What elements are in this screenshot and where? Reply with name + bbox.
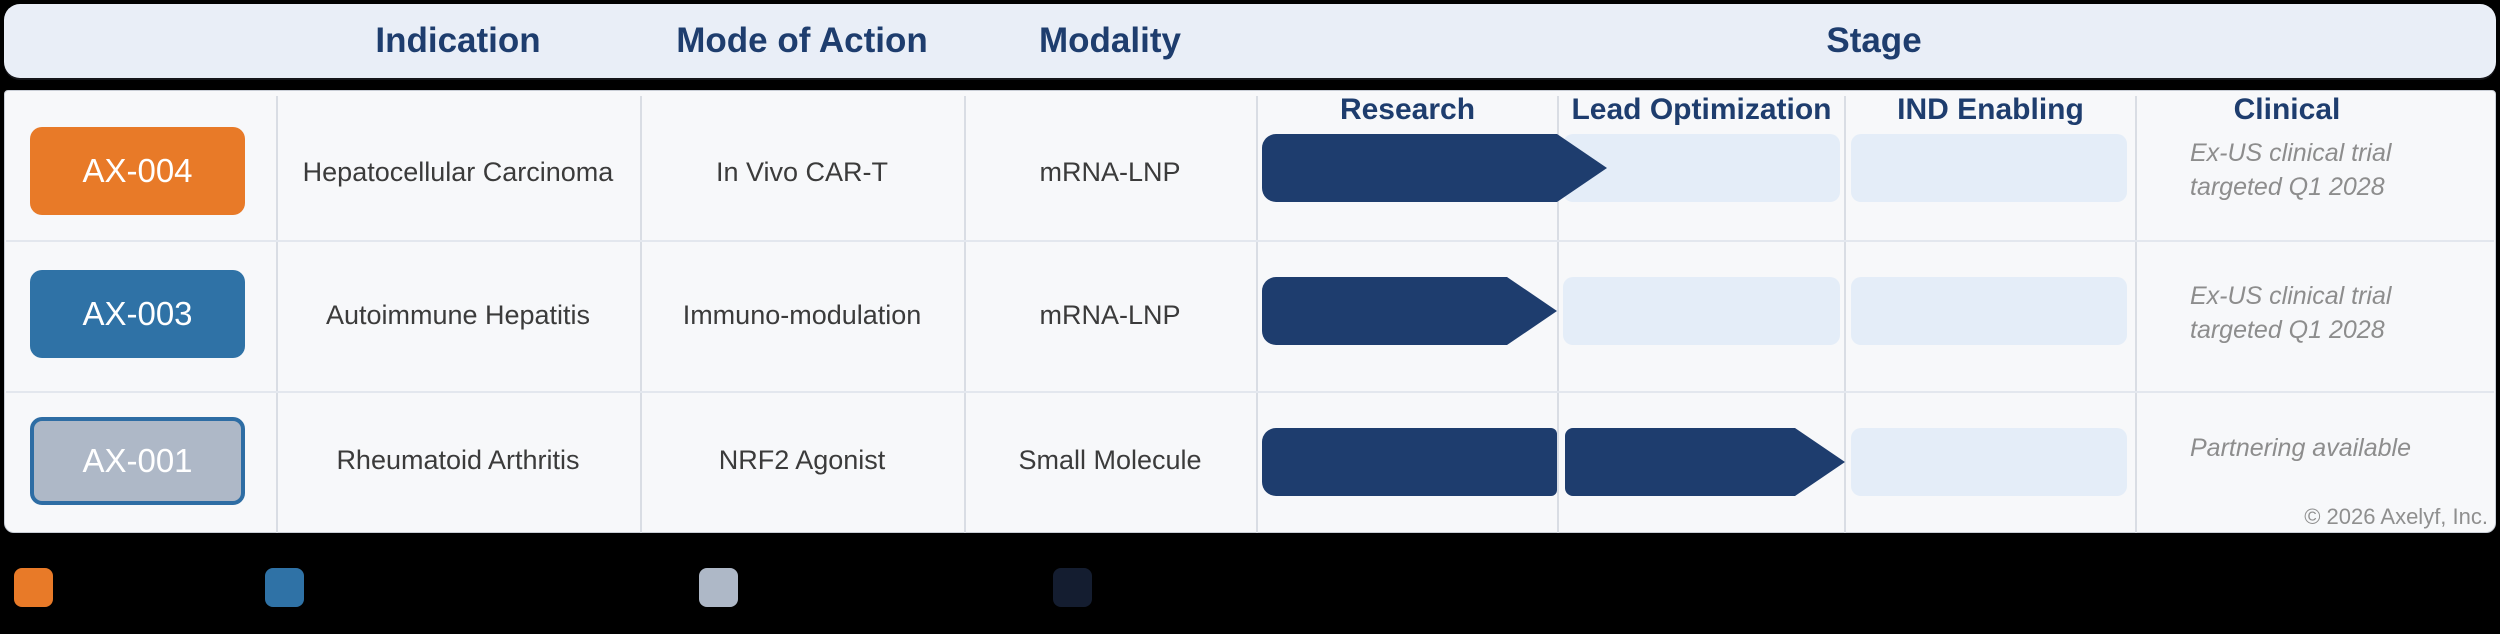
column-header-stage: Stage (1826, 21, 1922, 60)
row-divider (6, 240, 2494, 242)
stage-arrow-tip (1795, 428, 1845, 496)
mode-of-action-cell: NRF2 Agonist (718, 445, 886, 475)
indication-cell: Autoimmune Hepatitis (325, 300, 591, 330)
mode-of-action-cell: Immuno-modulation (682, 300, 922, 330)
stage-arrow-research (1262, 134, 1557, 202)
indication-cell: Rheumatoid Arthritis (336, 445, 580, 475)
program-badge-ax-001: AX-001 (30, 417, 245, 505)
stage-bar-research (1262, 428, 1557, 496)
column-divider (640, 96, 642, 533)
stage-arrow-lead-optimization (1565, 428, 1795, 496)
legend-swatch-orange (14, 568, 53, 607)
modality-cell: mRNA-LNP (1039, 157, 1181, 187)
modality-cell: Small Molecule (1018, 445, 1202, 475)
column-divider (1557, 96, 1559, 533)
stage-subheader-research: Research (1339, 93, 1476, 126)
stage-track-ind-enabling (1851, 134, 2127, 202)
column-divider (1256, 96, 1258, 533)
stage-arrow-tip (1557, 134, 1607, 202)
column-divider (1844, 96, 1846, 533)
stage-subheader-ind-enabling: IND Enabling (1897, 93, 2084, 126)
mode-of-action-cell: In Vivo CAR-T (715, 157, 889, 187)
stage-track-ind-enabling (1851, 277, 2127, 345)
copyright-text: © 2026 Axelyf, Inc. (2304, 504, 2488, 529)
stage-track-lead-optimization (1563, 134, 1840, 202)
column-divider (2135, 96, 2137, 533)
program-badge-ax-004: AX-004 (30, 127, 245, 215)
clinical-note: Ex-US clinical trial targeted Q1 2028 (2190, 282, 2392, 344)
stage-track-ind-enabling (1851, 428, 2127, 496)
stage-subheader-lead-optimization: Lead Optimization (1571, 93, 1832, 126)
stage-arrow-tip (1507, 277, 1557, 345)
column-header-indication: Indication (375, 21, 541, 60)
stage-subheader-clinical: Clinical (2233, 93, 2341, 126)
column-header-modality: Modality (1039, 21, 1181, 60)
column-header-mode-of-action: Mode of Action (676, 21, 928, 60)
stage-arrow-research (1262, 277, 1507, 345)
indication-cell: Hepatocellular Carcinoma (302, 157, 614, 187)
column-divider (964, 96, 966, 533)
stage-track-lead-optimization (1563, 277, 1840, 345)
program-badge-ax-003: AX-003 (30, 270, 245, 358)
modality-cell: mRNA-LNP (1039, 300, 1181, 330)
column-divider (276, 96, 278, 533)
clinical-note: Partnering available (2190, 434, 2411, 462)
legend-swatch-dark-navy (1053, 568, 1092, 607)
table-header-bar: Indication Mode of Action Modality Stage (4, 4, 2496, 78)
row-divider (6, 391, 2494, 393)
legend-swatch-blue (265, 568, 304, 607)
legend-swatch-gray (699, 568, 738, 607)
clinical-note: Ex-US clinical trial targeted Q1 2028 (2190, 139, 2392, 201)
